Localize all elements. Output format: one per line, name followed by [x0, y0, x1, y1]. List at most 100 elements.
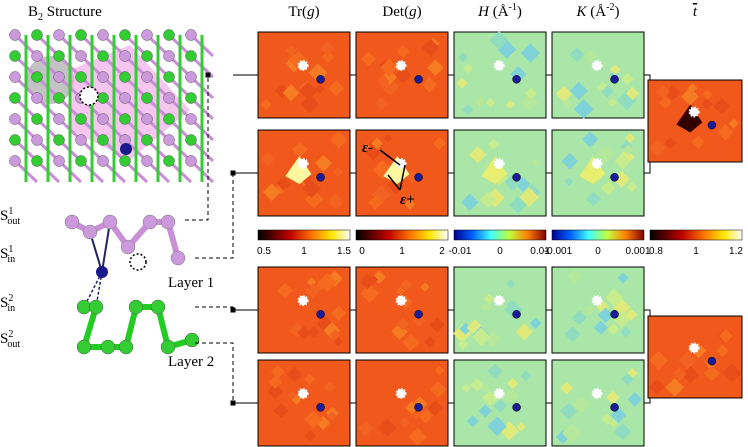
patch — [260, 151, 276, 167]
patch — [418, 408, 434, 424]
site-sup: 2 — [8, 329, 13, 340]
atom — [141, 113, 153, 125]
colorbar-tick: 0.5 — [257, 246, 271, 257]
site-base: S — [0, 246, 8, 262]
patch — [400, 278, 413, 291]
dopant-marker — [316, 173, 325, 182]
patch — [432, 136, 447, 150]
leader — [195, 173, 234, 259]
atom — [97, 134, 109, 146]
patch — [291, 395, 302, 405]
column-header: t — [693, 4, 698, 20]
atom — [184, 332, 200, 348]
patch — [614, 153, 631, 170]
atom — [9, 92, 21, 104]
atom — [128, 299, 144, 315]
header-part: H — [477, 4, 490, 20]
dopant-marker — [610, 403, 619, 412]
colorbar-tick: 1 — [399, 246, 405, 257]
patch — [595, 144, 615, 164]
patch — [459, 322, 472, 335]
site-sub: out — [7, 339, 20, 350]
patch — [529, 317, 542, 330]
patch — [609, 419, 619, 428]
atom — [141, 155, 153, 167]
patch — [268, 375, 282, 389]
title-base: B — [28, 4, 38, 20]
atom — [97, 155, 109, 167]
header-part: t — [693, 4, 698, 20]
vacancy — [129, 253, 147, 271]
atom — [53, 155, 65, 167]
atom — [97, 92, 109, 104]
patch — [560, 402, 578, 420]
patch — [383, 134, 393, 143]
atom — [31, 134, 43, 146]
atom — [163, 71, 175, 83]
atom — [53, 50, 65, 62]
colorbar-tick: 1 — [301, 246, 307, 257]
atom — [141, 29, 153, 41]
dopant-marker — [512, 403, 521, 412]
patch — [525, 87, 537, 100]
patch — [304, 429, 316, 442]
atom — [185, 113, 197, 125]
patch — [703, 365, 720, 382]
title-sub: 2 — [38, 12, 43, 23]
patch — [717, 124, 734, 141]
dopant-marker — [512, 310, 521, 319]
patch — [273, 403, 289, 419]
patch — [323, 381, 336, 394]
hotspot — [676, 104, 703, 133]
patch — [434, 365, 445, 376]
colorbar — [551, 229, 645, 241]
atom — [163, 29, 175, 41]
patch — [308, 326, 320, 338]
patch — [718, 329, 733, 343]
patch — [333, 337, 343, 347]
atom — [53, 71, 65, 83]
dopant-marker — [707, 356, 717, 366]
vacancy-marker — [591, 295, 603, 307]
hotspot — [285, 156, 312, 185]
vacancy-marker — [395, 60, 407, 72]
patch — [609, 64, 621, 75]
patch — [506, 279, 516, 289]
arrow — [379, 149, 401, 166]
atom — [163, 92, 175, 104]
vacancy-marker — [688, 106, 700, 118]
atom — [141, 71, 153, 83]
atom — [75, 29, 87, 41]
column-header: Det(g) — [382, 4, 421, 20]
patch — [604, 288, 624, 307]
leader — [185, 75, 209, 221]
dopant-marker — [707, 120, 717, 130]
atom — [141, 50, 153, 62]
header-part: Det( — [382, 4, 409, 20]
site-sup: 1 — [8, 206, 13, 217]
patch — [378, 418, 397, 438]
title: B2 Structure — [28, 4, 102, 23]
atom — [97, 29, 109, 41]
dopant-marker — [610, 173, 619, 182]
atom — [31, 92, 43, 104]
atom — [185, 71, 197, 83]
header-part: (Å — [489, 4, 509, 20]
atom — [82, 224, 98, 240]
header-part: -2 — [606, 2, 614, 13]
atom — [119, 113, 131, 125]
colorbar — [453, 229, 547, 241]
atom — [163, 50, 175, 62]
atom — [118, 339, 134, 355]
patch — [368, 274, 378, 285]
patch — [396, 317, 410, 331]
header-part: g — [307, 4, 315, 20]
atom — [53, 134, 65, 146]
atom — [76, 339, 92, 355]
patch — [304, 410, 323, 429]
atom — [75, 71, 87, 83]
colorbar-tick: 1.5 — [337, 246, 351, 257]
dopant-marker — [414, 310, 423, 319]
colorbar-tick: -0.001 — [544, 246, 573, 257]
